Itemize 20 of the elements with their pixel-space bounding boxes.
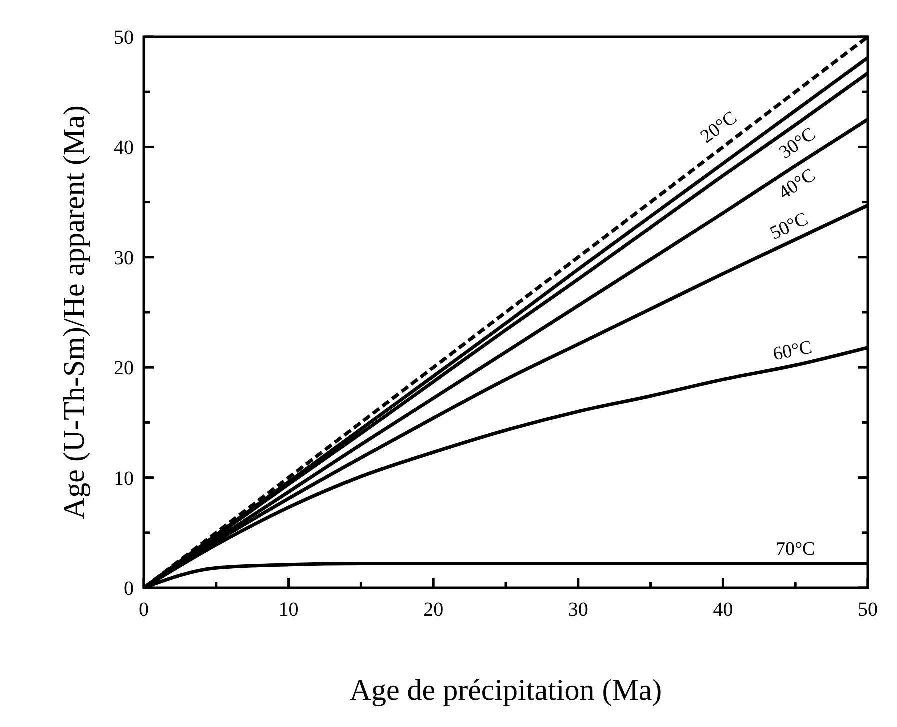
y-axis-title: Age (U-Th-Sm)/He apparent (Ma): [58, 105, 91, 520]
y-tick-label: 0: [124, 578, 134, 600]
x-tick-label: 10: [278, 599, 299, 621]
y-tick-label: 20: [114, 358, 134, 380]
series-label: 70°C: [776, 538, 816, 560]
legend-label: 30°C: [776, 124, 820, 164]
x-tick-label: 40: [713, 599, 734, 621]
x-tick-label: 20: [424, 599, 444, 621]
y-tick-label: 50: [114, 27, 134, 49]
y-tick-label: 40: [114, 137, 134, 160]
text: 40°C: [775, 164, 820, 204]
x-tick-label: 50: [858, 599, 878, 621]
x-tick-label: 30: [568, 599, 588, 621]
text: 60°C: [771, 337, 814, 366]
text: 20°C: [697, 108, 742, 148]
x-axis-title: Age de précipitation (Ma): [350, 674, 662, 707]
y-tick-label: 10: [114, 468, 134, 490]
text: 50°C: [767, 208, 812, 245]
x-tick-label: 0: [139, 599, 149, 621]
y-tick-label: 30: [114, 247, 134, 270]
